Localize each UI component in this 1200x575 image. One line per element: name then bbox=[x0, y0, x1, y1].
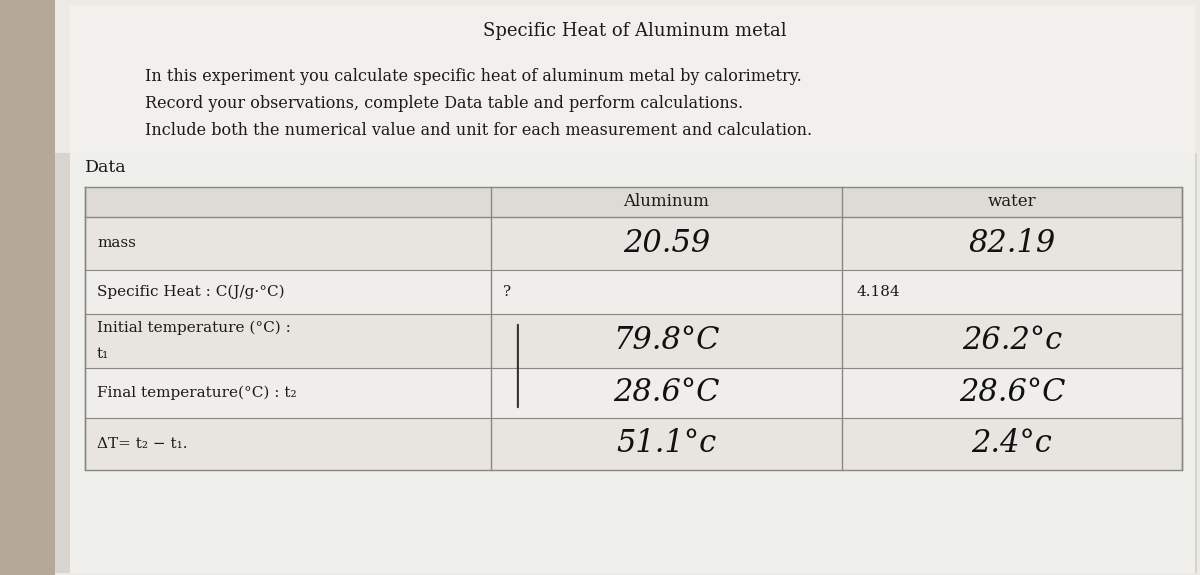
Text: Specific Heat of Aluminum metal: Specific Heat of Aluminum metal bbox=[484, 22, 787, 40]
Text: t₁: t₁ bbox=[97, 347, 109, 361]
Text: Record your observations, complete Data table and perform calculations.: Record your observations, complete Data … bbox=[145, 95, 743, 112]
FancyBboxPatch shape bbox=[85, 187, 1182, 470]
Text: ?: ? bbox=[503, 285, 511, 299]
Text: 79.8°C: 79.8°C bbox=[613, 325, 720, 356]
FancyBboxPatch shape bbox=[85, 217, 1182, 270]
FancyBboxPatch shape bbox=[85, 187, 1182, 217]
FancyBboxPatch shape bbox=[0, 0, 55, 575]
FancyBboxPatch shape bbox=[70, 153, 1195, 573]
Text: 82.19: 82.19 bbox=[968, 228, 1056, 259]
FancyBboxPatch shape bbox=[85, 270, 1182, 314]
Text: mass: mass bbox=[97, 236, 136, 251]
Text: 28.6°C: 28.6°C bbox=[959, 378, 1066, 408]
Text: Data: Data bbox=[85, 159, 127, 176]
FancyBboxPatch shape bbox=[85, 418, 1182, 470]
FancyBboxPatch shape bbox=[55, 153, 1198, 573]
Text: Include both the numerical value and unit for each measurement and calculation.: Include both the numerical value and uni… bbox=[145, 122, 812, 139]
Text: 51.1°c: 51.1°c bbox=[617, 428, 716, 459]
Text: ΔT= t₂ − t₁.: ΔT= t₂ − t₁. bbox=[97, 437, 187, 451]
Text: 28.6°C: 28.6°C bbox=[613, 378, 720, 408]
FancyBboxPatch shape bbox=[85, 314, 1182, 368]
FancyBboxPatch shape bbox=[70, 5, 1195, 570]
FancyBboxPatch shape bbox=[55, 0, 1200, 575]
Text: Specific Heat : C(J/g·°C): Specific Heat : C(J/g·°C) bbox=[97, 285, 284, 299]
Text: water: water bbox=[988, 194, 1037, 210]
Text: 26.2°c: 26.2°c bbox=[962, 325, 1062, 356]
Text: In this experiment you calculate specific heat of aluminum metal by calorimetry.: In this experiment you calculate specifi… bbox=[145, 68, 802, 85]
Text: Final temperature(°C) : t₂: Final temperature(°C) : t₂ bbox=[97, 386, 296, 400]
Text: Initial temperature (°C) :: Initial temperature (°C) : bbox=[97, 321, 290, 335]
Text: 20.59: 20.59 bbox=[623, 228, 710, 259]
FancyBboxPatch shape bbox=[85, 368, 1182, 418]
Text: 2.4°c: 2.4°c bbox=[972, 428, 1052, 459]
Text: Aluminum: Aluminum bbox=[624, 194, 709, 210]
Text: 4.184: 4.184 bbox=[857, 285, 900, 299]
